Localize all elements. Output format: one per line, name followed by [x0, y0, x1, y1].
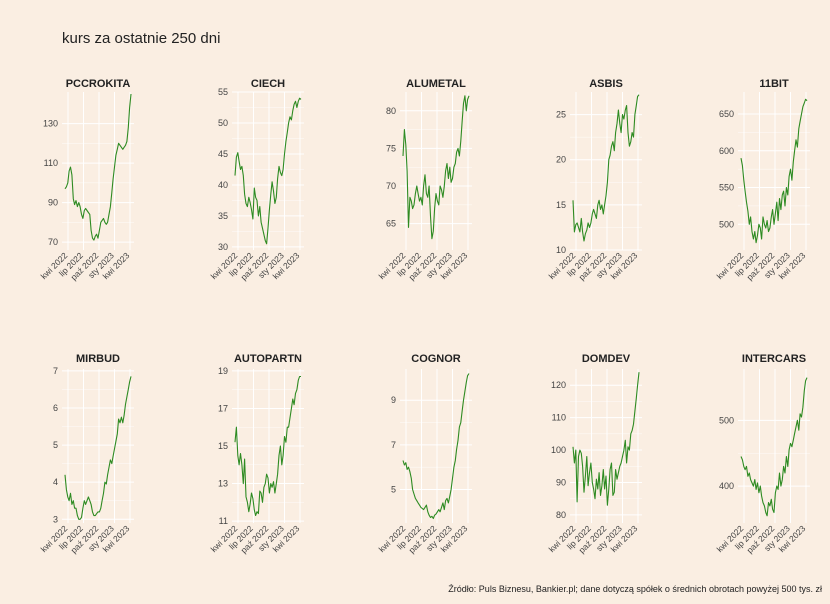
y-tick-label: 45: [218, 149, 228, 159]
y-tick-label: 90: [556, 477, 566, 487]
y-tick-label: 30: [218, 242, 228, 252]
panel-title: ASBIS: [589, 78, 623, 90]
y-tick-label: 7: [53, 366, 58, 376]
series-line-pccrokita: [64, 93, 132, 241]
series-line-intercars: [740, 377, 808, 517]
panel-title: PCCROKITA: [66, 78, 131, 90]
y-tick-label: 40: [218, 180, 228, 190]
y-tick-label: 7: [391, 440, 396, 450]
y-tick-label: 400: [719, 481, 734, 491]
y-tick-label: 70: [386, 181, 396, 191]
y-tick-label: 70: [48, 237, 58, 247]
y-tick-label: 110: [552, 413, 566, 423]
y-tick-label: 500: [719, 415, 734, 425]
y-tick-label: 4: [53, 477, 58, 487]
y-tick-label: 5: [391, 485, 396, 495]
y-tick-label: 25: [556, 110, 566, 120]
y-tick-label: 50: [218, 118, 228, 128]
y-tick-label: 500: [719, 219, 734, 229]
panel-title: AUTOPARTN: [234, 353, 302, 365]
y-tick-label: 90: [48, 198, 58, 208]
y-tick-label: 550: [719, 183, 734, 193]
y-tick-label: 600: [719, 146, 734, 156]
y-tick-label: 80: [386, 106, 396, 116]
y-tick-label: 13: [218, 479, 228, 489]
panel-title: COGNOR: [411, 353, 461, 365]
series-line-asbis: [572, 94, 640, 242]
y-tick-label: 15: [218, 441, 228, 451]
y-tick-label: 100: [551, 445, 566, 455]
y-tick-label: 15: [556, 200, 566, 210]
page-title: kurs za ostatnie 250 dni: [62, 30, 221, 47]
y-tick-label: 650: [719, 109, 734, 119]
y-tick-label: 110: [44, 158, 58, 168]
panel-title: INTERCARS: [742, 353, 806, 365]
series-line-ciech: [234, 97, 302, 245]
y-tick-label: 9: [391, 395, 396, 405]
series-line-domdev: [572, 372, 640, 506]
panel-title: 11BIT: [759, 78, 789, 90]
y-tick-label: 11: [219, 516, 228, 526]
y-tick-label: 17: [218, 403, 228, 413]
y-tick-label: 10: [556, 245, 566, 255]
panel-title: CIECH: [251, 78, 285, 90]
series-line-11bit: [740, 98, 808, 244]
series-line-alumetal: [402, 95, 470, 240]
y-tick-label: 75: [386, 143, 396, 153]
series-line-mirbud: [64, 376, 132, 520]
source-note: Źródło: Puls Biznesu, Bankier.pl; dane d…: [448, 584, 822, 594]
panel-title: MIRBUD: [76, 353, 120, 365]
y-tick-label: 20: [556, 155, 566, 165]
y-tick-label: 65: [386, 219, 396, 229]
y-tick-label: 130: [43, 119, 58, 129]
y-tick-label: 80: [556, 510, 566, 520]
y-tick-label: 5: [53, 440, 58, 450]
y-tick-label: 6: [53, 403, 58, 413]
y-tick-label: 3: [53, 514, 58, 524]
y-tick-label: 55: [218, 87, 228, 97]
y-tick-label: 19: [218, 366, 228, 376]
series-line-cognor: [402, 373, 470, 520]
panel-title: DOMDEV: [582, 353, 631, 365]
series-line-autopartn: [234, 375, 301, 517]
y-tick-label: 35: [218, 211, 228, 221]
y-tick-label: 120: [551, 380, 566, 390]
panel-title: ALUMETAL: [406, 78, 466, 90]
